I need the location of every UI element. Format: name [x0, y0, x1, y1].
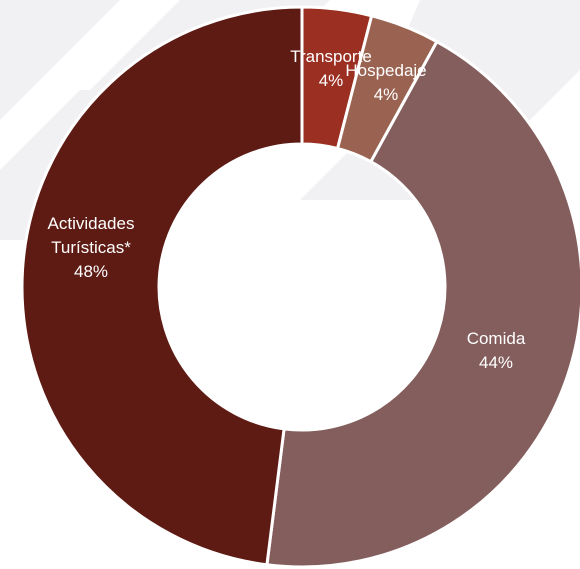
- slice-percent-label: 4%: [319, 71, 344, 90]
- slice-category-label: Comida: [467, 329, 526, 348]
- slice-label-comida: Comida 44%: [467, 329, 526, 372]
- slice-label-hospedaje: Hospedaje 4%: [345, 61, 426, 104]
- slice-category-label: Actividades: [48, 214, 135, 233]
- slice-category-label: Turísticas*: [51, 238, 131, 257]
- slice-labels: Transporte 4%Hospedaje 4%Comida 44%Activida…: [48, 47, 526, 372]
- donut-slices: [20, 5, 580, 569]
- slice-category-label: Transporte: [290, 47, 372, 66]
- slice-comida: [265, 39, 580, 569]
- slice-category-label: Hospedaje: [345, 61, 426, 80]
- slice-label-transporte: Transporte 4%: [290, 47, 372, 90]
- slice-percent-label: 4%: [374, 85, 399, 104]
- slice-actividades-turisticas: [20, 5, 304, 567]
- slice-label-actividades-turisticas: Actividades Turísticas* 48%: [48, 214, 135, 281]
- slice-percent-label: 44%: [479, 353, 513, 372]
- slice-percent-label: 48%: [74, 262, 108, 281]
